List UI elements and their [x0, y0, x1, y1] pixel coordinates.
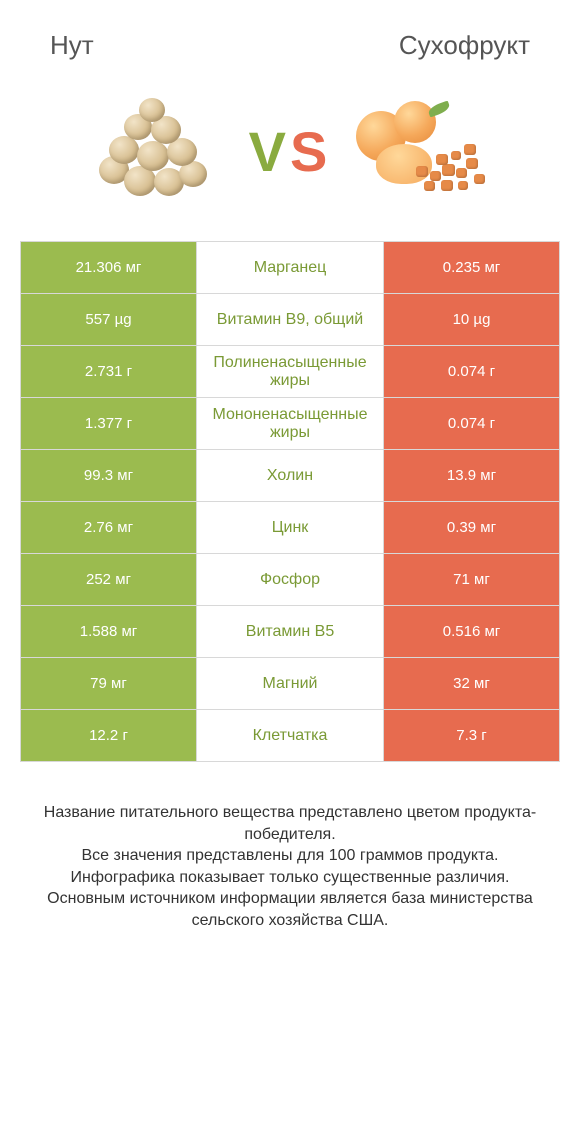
right-value: 0.235 мг — [384, 242, 559, 293]
right-value: 7.3 г — [384, 710, 559, 761]
nutrient-label: Марганец — [196, 242, 384, 293]
table-row: 2.731 гПолиненасыщенные жиры0.074 г — [21, 346, 559, 398]
left-value: 12.2 г — [21, 710, 196, 761]
right-food-image — [341, 91, 511, 211]
nutrient-label: Полиненасыщенные жиры — [196, 346, 384, 397]
right-value: 10 µg — [384, 294, 559, 345]
table-row: 21.306 мгМарганец0.235 мг — [21, 242, 559, 294]
header: Нут Сухофрукт — [0, 0, 580, 81]
comparison-table: 21.306 мгМарганец0.235 мг557 µgВитамин B… — [20, 241, 560, 762]
right-value: 0.516 мг — [384, 606, 559, 657]
left-food-image — [69, 91, 239, 211]
right-value: 32 мг — [384, 658, 559, 709]
vs-label: VS — [249, 119, 332, 184]
left-value: 1.588 мг — [21, 606, 196, 657]
table-row: 79 мгМагний32 мг — [21, 658, 559, 710]
left-value: 2.76 мг — [21, 502, 196, 553]
right-value: 0.074 г — [384, 398, 559, 449]
right-value: 0.39 мг — [384, 502, 559, 553]
right-value: 13.9 мг — [384, 450, 559, 501]
left-value: 21.306 мг — [21, 242, 196, 293]
footer-line: Инфографика показывает только существенн… — [10, 867, 570, 889]
table-row: 99.3 мгХолин13.9 мг — [21, 450, 559, 502]
right-value: 0.074 г — [384, 346, 559, 397]
left-value: 99.3 мг — [21, 450, 196, 501]
nutrient-label: Витамин B9, общий — [196, 294, 384, 345]
nutrient-label: Витамин B5 — [196, 606, 384, 657]
table-row: 2.76 мгЦинк0.39 мг — [21, 502, 559, 554]
vs-row: VS — [0, 81, 580, 241]
nutrient-label: Магний — [196, 658, 384, 709]
dried-fruit-icon — [346, 96, 506, 206]
table-row: 1.377 гМононенасыщенные жиры0.074 г — [21, 398, 559, 450]
nutrient-label: Клетчатка — [196, 710, 384, 761]
chickpeas-icon — [79, 96, 229, 206]
footer-line: Название питательного вещества представл… — [10, 802, 570, 845]
left-value: 79 мг — [21, 658, 196, 709]
left-value: 557 µg — [21, 294, 196, 345]
left-value: 1.377 г — [21, 398, 196, 449]
table-row: 12.2 гКлетчатка7.3 г — [21, 710, 559, 762]
nutrient-label: Цинк — [196, 502, 384, 553]
nutrient-label: Мононенасыщенные жиры — [196, 398, 384, 449]
right-value: 71 мг — [384, 554, 559, 605]
table-row: 557 µgВитамин B9, общий10 µg — [21, 294, 559, 346]
right-food-title: Сухофрукт — [399, 30, 530, 61]
left-food-title: Нут — [50, 30, 94, 61]
footer-notes: Название питательного вещества представл… — [10, 802, 570, 932]
table-row: 1.588 мгВитамин B50.516 мг — [21, 606, 559, 658]
footer-line: Основным источником информации является … — [10, 888, 570, 931]
table-row: 252 мгФосфор71 мг — [21, 554, 559, 606]
footer-line: Все значения представлены для 100 граммо… — [10, 845, 570, 867]
nutrient-label: Фосфор — [196, 554, 384, 605]
left-value: 2.731 г — [21, 346, 196, 397]
vs-v: V — [249, 120, 290, 183]
nutrient-label: Холин — [196, 450, 384, 501]
vs-s: S — [290, 120, 331, 183]
left-value: 252 мг — [21, 554, 196, 605]
